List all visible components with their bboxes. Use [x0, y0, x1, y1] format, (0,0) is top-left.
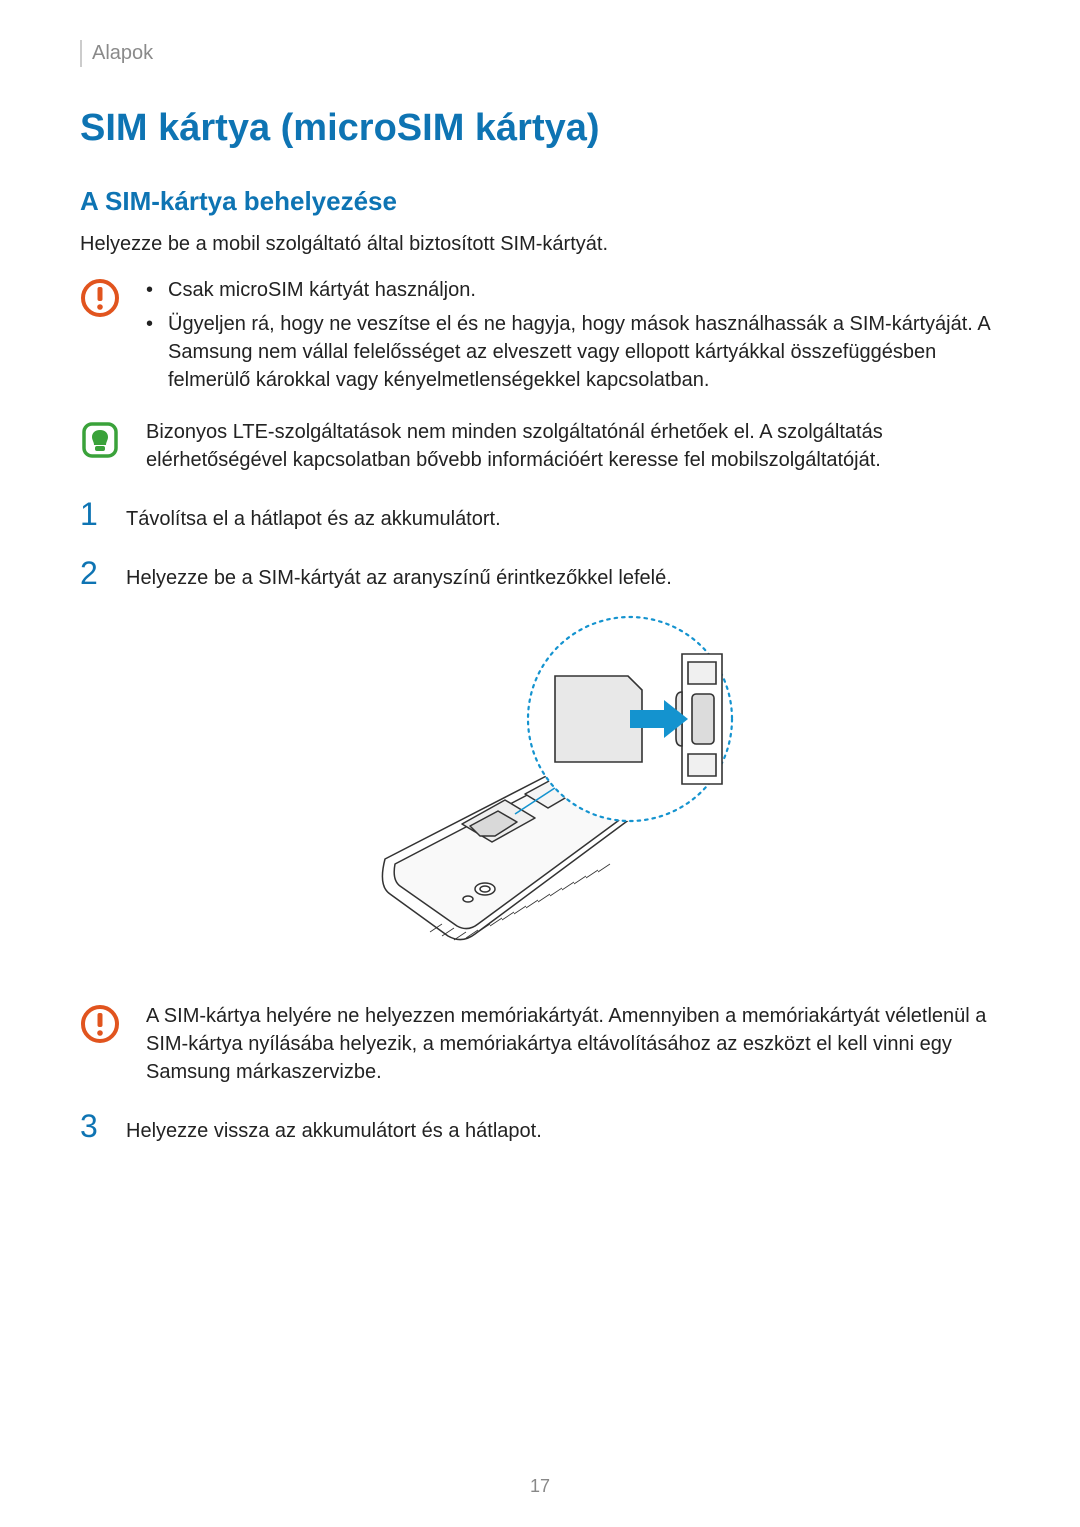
lead-paragraph: Helyezze be a mobil szolgáltató által bi… [80, 231, 1000, 258]
page-title: SIM kártya (microSIM kártya) [80, 107, 1000, 150]
step-text: Távolítsa el a hátlapot és az akkumuláto… [126, 498, 501, 533]
warning-icon [80, 1002, 124, 1044]
warning-bullet: Csak microSIM kártyát használjon. [146, 276, 1000, 304]
warning-callout: Csak microSIM kártyát használjon. Ügyelj… [80, 276, 1000, 400]
info-icon [80, 418, 124, 460]
info-callout: Bizonyos LTE-szolgáltatások nem minden s… [80, 418, 1000, 474]
page-subtitle: A SIM-kártya behelyezése [80, 186, 1000, 217]
page-number: 17 [0, 1476, 1080, 1497]
warning-bullets: Csak microSIM kártyát használjon. Ügyelj… [146, 276, 1000, 394]
step-text: Helyezze vissza az akkumulátort és a hát… [126, 1110, 542, 1145]
step-3: 3 Helyezze vissza az akkumulátort és a h… [80, 1110, 1000, 1145]
step-number: 2 [80, 557, 108, 589]
sim-insertion-figure [80, 614, 1000, 974]
warning-bullet: Ügyeljen rá, hogy ne veszítse el és ne h… [146, 310, 1000, 394]
step-1: 1 Távolítsa el a hátlapot és az akkumulá… [80, 498, 1000, 533]
step-2: 2 Helyezze be a SIM-kártyát az aranyszín… [80, 557, 1000, 592]
section-label: Alapok [80, 40, 1000, 67]
step-number: 3 [80, 1110, 108, 1142]
step-number: 1 [80, 498, 108, 530]
warning-callout-2: A SIM-kártya helyére ne helyezzen memóri… [80, 1002, 1000, 1086]
step-text: Helyezze be a SIM-kártyát az aranyszínű … [126, 557, 672, 592]
warning-text: A SIM-kártya helyére ne helyezzen memóri… [146, 1002, 1000, 1086]
warning-icon [80, 276, 124, 318]
page: Alapok SIM kártya (microSIM kártya) A SI… [0, 0, 1080, 1527]
info-text: Bizonyos LTE-szolgáltatások nem minden s… [146, 418, 1000, 474]
